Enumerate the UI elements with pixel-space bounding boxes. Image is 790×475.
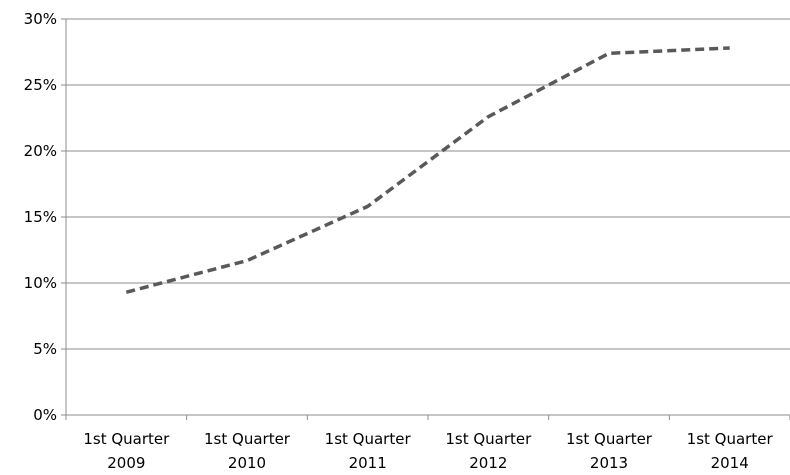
y-tick-label: 5% xyxy=(33,340,57,358)
y-tick-label: 10% xyxy=(24,274,57,292)
series-group xyxy=(125,46,730,294)
x-tick-label: 1st Quarter 2009 xyxy=(83,430,170,472)
x-tick-label: 1st Quarter 2014 xyxy=(687,430,774,472)
x-tick-label: 1st Quarter 2013 xyxy=(566,430,653,472)
series-line xyxy=(125,46,730,294)
y-tick-label: 15% xyxy=(24,208,57,226)
x-axis-ticks: 1st Quarter 2009 1st Quarter 2010 1st Quarte… xyxy=(65,415,790,472)
x-tick-label: 1st Quarter 2010 xyxy=(204,430,291,472)
x-tick-label: 1st Quarter 2011 xyxy=(325,430,412,472)
x-tick-label: 1st Quarter 2012 xyxy=(445,430,532,472)
y-axis-ticks: 0% 5% 10% 15% 20% 25% 30% xyxy=(24,10,66,424)
y-tick-label: 0% xyxy=(33,406,57,424)
y-tick-label: 30% xyxy=(24,10,57,28)
gridlines xyxy=(66,18,790,350)
y-tick-label: 20% xyxy=(24,142,57,160)
y-tick-label: 25% xyxy=(24,76,57,94)
